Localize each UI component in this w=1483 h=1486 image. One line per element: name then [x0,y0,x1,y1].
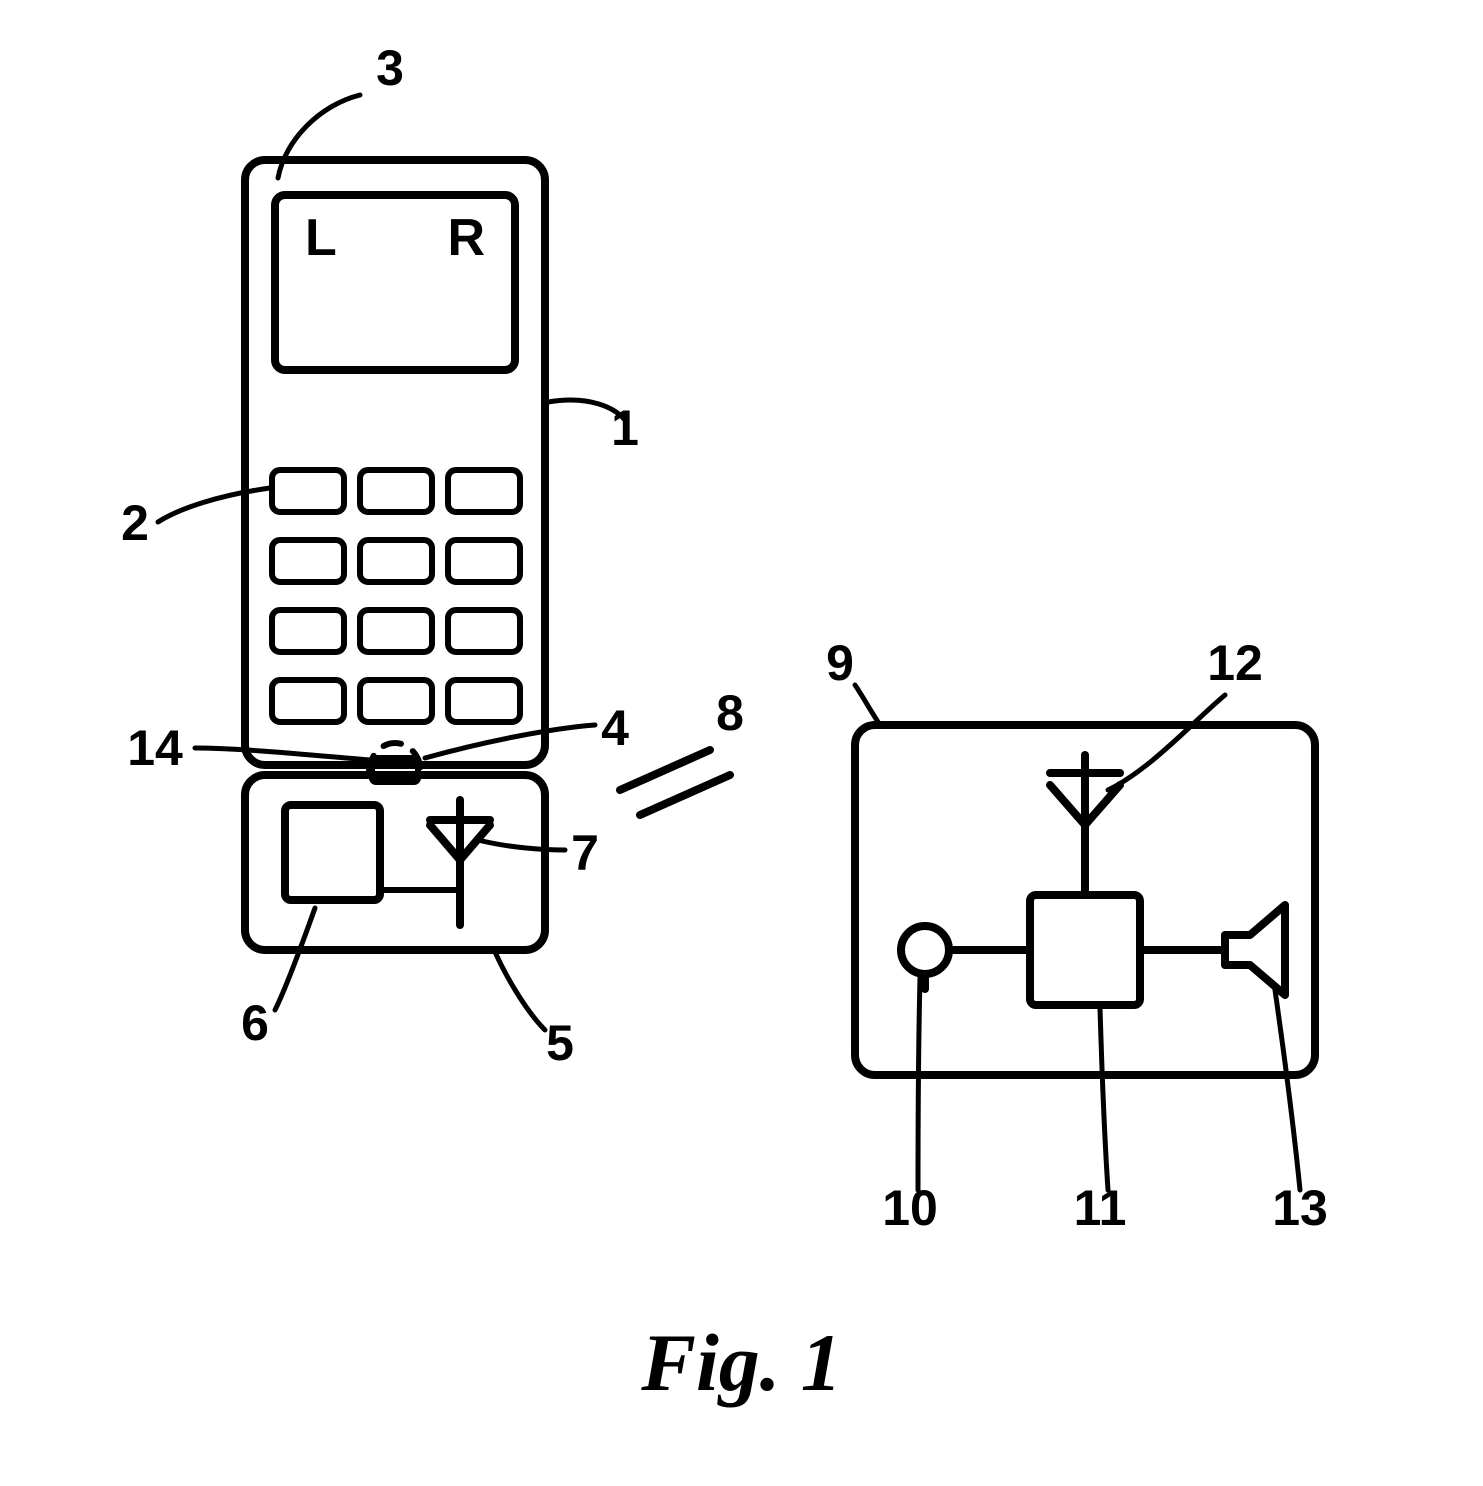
keypad-key[interactable] [448,470,520,512]
keypad-key[interactable] [360,470,432,512]
callout-leader [918,978,920,1190]
callout-label: 3 [376,40,404,96]
callout-leader [158,488,270,522]
keypad-key[interactable] [360,540,432,582]
keypad-key[interactable] [272,540,344,582]
callout-label: 1 [611,400,639,456]
callout-leader [275,908,315,1010]
callout-leader [1100,1008,1108,1190]
callout-leader [1275,990,1300,1190]
phone-outline [245,160,545,765]
keypad-key[interactable] [448,610,520,652]
callout-label: 13 [1272,1180,1328,1236]
keypad-key[interactable] [272,610,344,652]
callout-label: 7 [571,825,599,881]
callout-leader [425,725,595,758]
callout-label: 10 [882,1180,938,1236]
receiver-block-icon [1030,895,1140,1005]
keypad-key[interactable] [272,470,344,512]
keypad-key[interactable] [272,680,344,722]
microphone-icon [901,926,949,974]
callout-label: 11 [1074,1180,1127,1236]
callout-label: 14 [127,720,183,776]
callout-leader [855,685,880,725]
screen-right-text: R [447,209,485,267]
callout-leader [495,952,545,1030]
callout-leader [195,748,370,760]
callout-leader [278,95,360,178]
keypad-key[interactable] [360,610,432,652]
keypad-key[interactable] [448,540,520,582]
keypad-key[interactable] [448,680,520,722]
wireless-link-icon [620,750,730,815]
callout-label: 9 [826,635,854,691]
screen-left-text: L [305,209,337,267]
keypad-key[interactable] [360,680,432,722]
callout-label: 5 [546,1015,574,1071]
callout-label: 12 [1207,635,1263,691]
callout-label: 4 [601,700,629,756]
callout-leader [1108,695,1225,790]
module-chip-icon [285,805,380,900]
figure-caption: Fig. 1 [640,1317,841,1408]
callout-label: 8 [716,685,744,741]
callout-label: 6 [241,995,269,1051]
callout-label: 2 [121,495,149,551]
callout-leader [478,840,565,850]
speaker-icon [1225,905,1285,995]
